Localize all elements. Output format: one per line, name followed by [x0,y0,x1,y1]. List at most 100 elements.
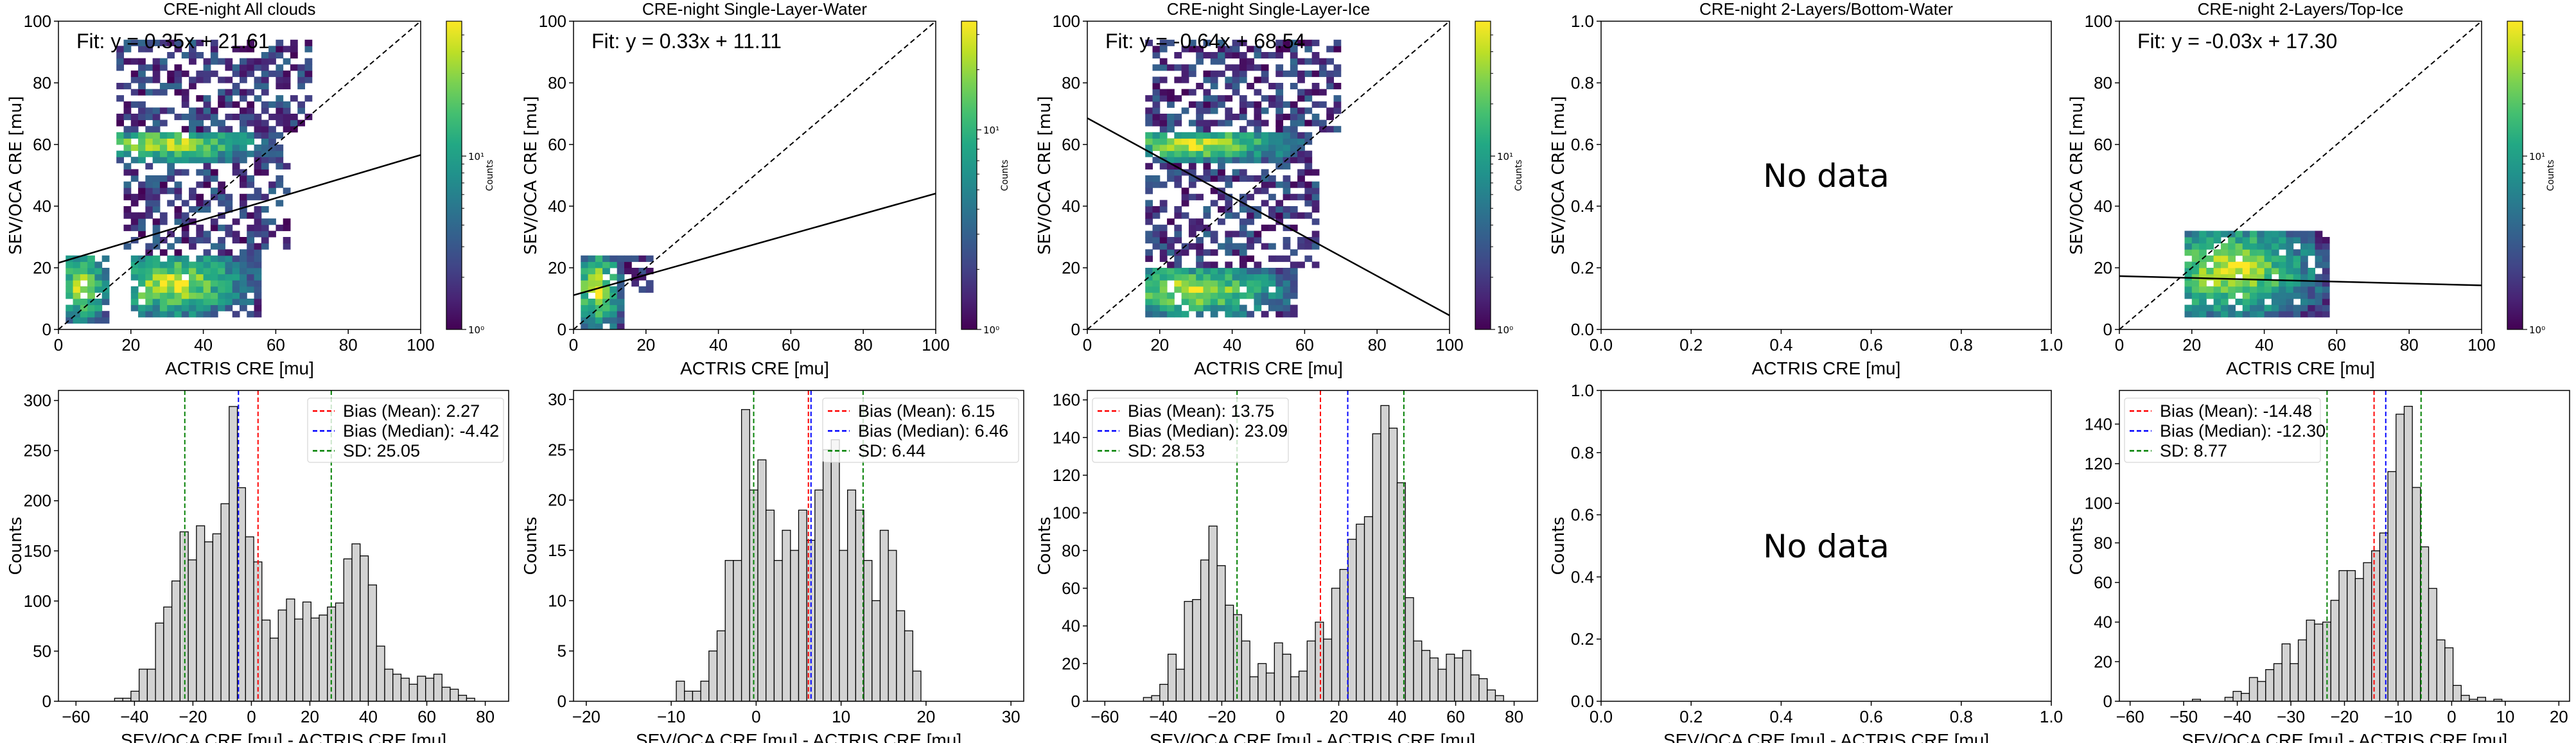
heatmap-cell [617,261,625,268]
heatmap-cell [638,268,647,275]
y-tick-label: 0 [557,692,566,711]
heatmap-cell [1239,292,1247,299]
heatmap-cell [276,175,284,182]
x-tick-label: 0.6 [1860,335,1883,354]
y-tick-label: 50 [33,642,51,661]
heatmap-cell [2242,255,2250,262]
heatmap-cell [1304,89,1313,96]
heatmap-cell [2213,311,2221,318]
heatmap-cell [581,323,589,329]
heatmap-cell [225,255,233,262]
heatmap-cell [268,132,276,139]
heatmap-cell [174,64,182,71]
heatmap-cell [196,261,204,268]
heatmap-cell [2242,299,2250,306]
heatmap-cell [73,261,81,268]
x-tick-label: −60 [62,707,90,726]
heatmap-cell [1304,212,1313,219]
colorbar-tick-label: 10¹ [1497,151,1513,162]
heatmap-cell [1268,212,1276,219]
heatmap-cell [1203,162,1211,170]
heatmap-cell [1218,286,1225,293]
heatmap-cell [145,299,153,306]
heatmap-cell [1304,95,1313,102]
heatmap-cell [1239,138,1247,145]
heatmap-cell [261,162,269,170]
heatmap-cell [1304,181,1313,188]
plot-area [574,21,936,329]
heatmap-cell [225,249,233,256]
histogram-bar [196,525,206,701]
heatmap-cell [174,83,182,90]
heatmap-cell [167,107,175,114]
heatmap-cell [2206,274,2214,281]
heatmap-cell [152,261,161,268]
x-tick-label: 0.6 [1860,707,1883,726]
heatmap-cell [1275,114,1284,121]
histogram-bar [1290,676,1300,701]
histogram-bar [392,674,402,701]
heatmap-cell [174,268,182,275]
heatmap-cell [2213,280,2221,287]
heatmap-cell [1232,39,1240,46]
heatmap-cell [1261,64,1269,71]
heatmap-cell [602,280,610,287]
heatmap-cell [2228,231,2236,238]
heatmap-cell [152,299,161,306]
heatmap-cell [116,46,125,53]
y-tick-label: 60 [1062,135,1080,154]
heatmap-cell [101,292,110,299]
heatmap-cell [1232,231,1240,238]
y-tick-label: 20 [1062,654,1080,673]
heatmap-cell [1326,107,1335,114]
heatmap-cell [174,206,182,213]
heatmap-cell [2308,249,2316,256]
heatmap-cell [159,107,168,114]
heatmap-cell [1261,243,1269,250]
x-tick-label: 0 [1083,335,1092,354]
heatmap-cell [1210,76,1218,83]
heatmap-cell [2300,304,2308,311]
plot-area [2143,390,2551,701]
heatmap-cell [1181,70,1189,77]
histogram-bar [733,560,742,701]
heatmap-cell [1210,299,1218,306]
heatmap-cell [80,268,88,275]
heatmap-cell [196,274,204,281]
heatmap-cell [189,119,197,127]
heatmap-cell [218,292,225,299]
heatmap-cell [167,292,175,299]
heatmap-cell [2293,231,2301,238]
heatmap-cell [218,200,225,207]
heatmap-cell [1188,268,1196,275]
heatmap-cell [1290,274,1298,281]
heatmap-cell [2257,280,2265,287]
heatmap-cell [1145,200,1153,207]
colorbar-label: Counts [1514,160,1524,191]
heatmap-cell [2257,243,2265,250]
heatmap-cell [1333,83,1342,90]
heatmap-cell [1319,58,1327,65]
heatmap-cell [101,255,110,262]
heatmap-cell [1218,280,1225,287]
heatmap-cell [1283,193,1291,200]
heatmap-cell [159,311,168,318]
heatmap-cell [1283,70,1291,77]
heatmap-cell [1254,138,1262,145]
heatmap-cell [1311,89,1320,96]
heatmap-cell [1181,138,1189,145]
heatmap-cell [189,286,197,293]
heatmap-cell [1283,175,1291,182]
heatmap-cell [261,243,269,250]
heatmap-cell [2220,299,2229,306]
heatmap-cell [1203,299,1211,306]
heatmap-cell [181,292,189,299]
heatmap-cell [1304,119,1313,127]
heatmap-cell [1268,101,1276,108]
heatmap-cell [276,101,284,108]
heatmap-cell [196,39,204,46]
heatmap-cell [203,292,211,299]
heatmap-cell [2264,237,2272,244]
heatmap-cell [203,70,211,77]
